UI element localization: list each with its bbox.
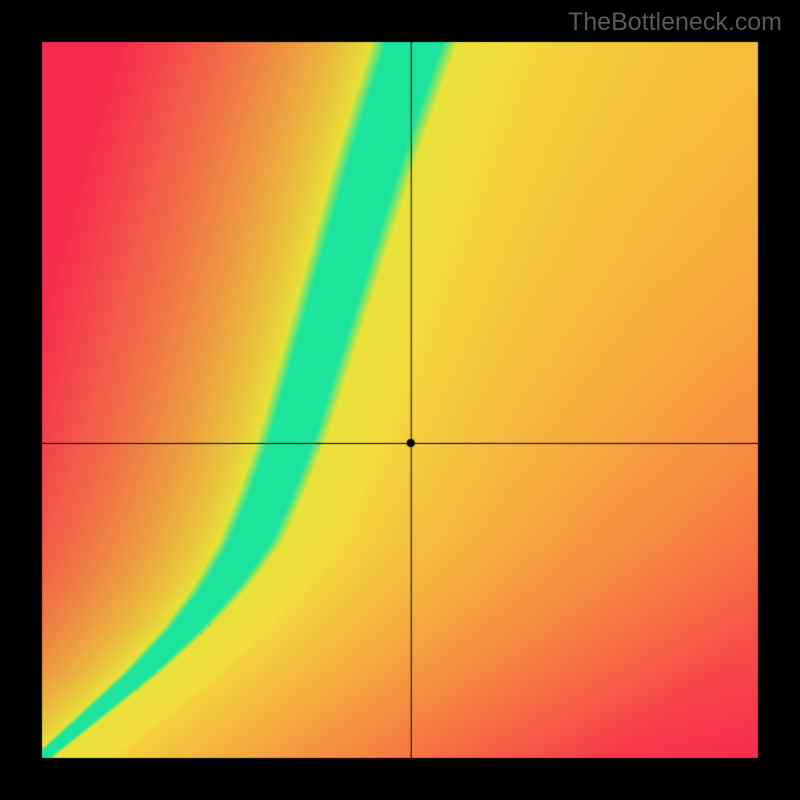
bottleneck-heatmap — [0, 0, 800, 800]
watermark-text: TheBottleneck.com — [568, 8, 782, 37]
